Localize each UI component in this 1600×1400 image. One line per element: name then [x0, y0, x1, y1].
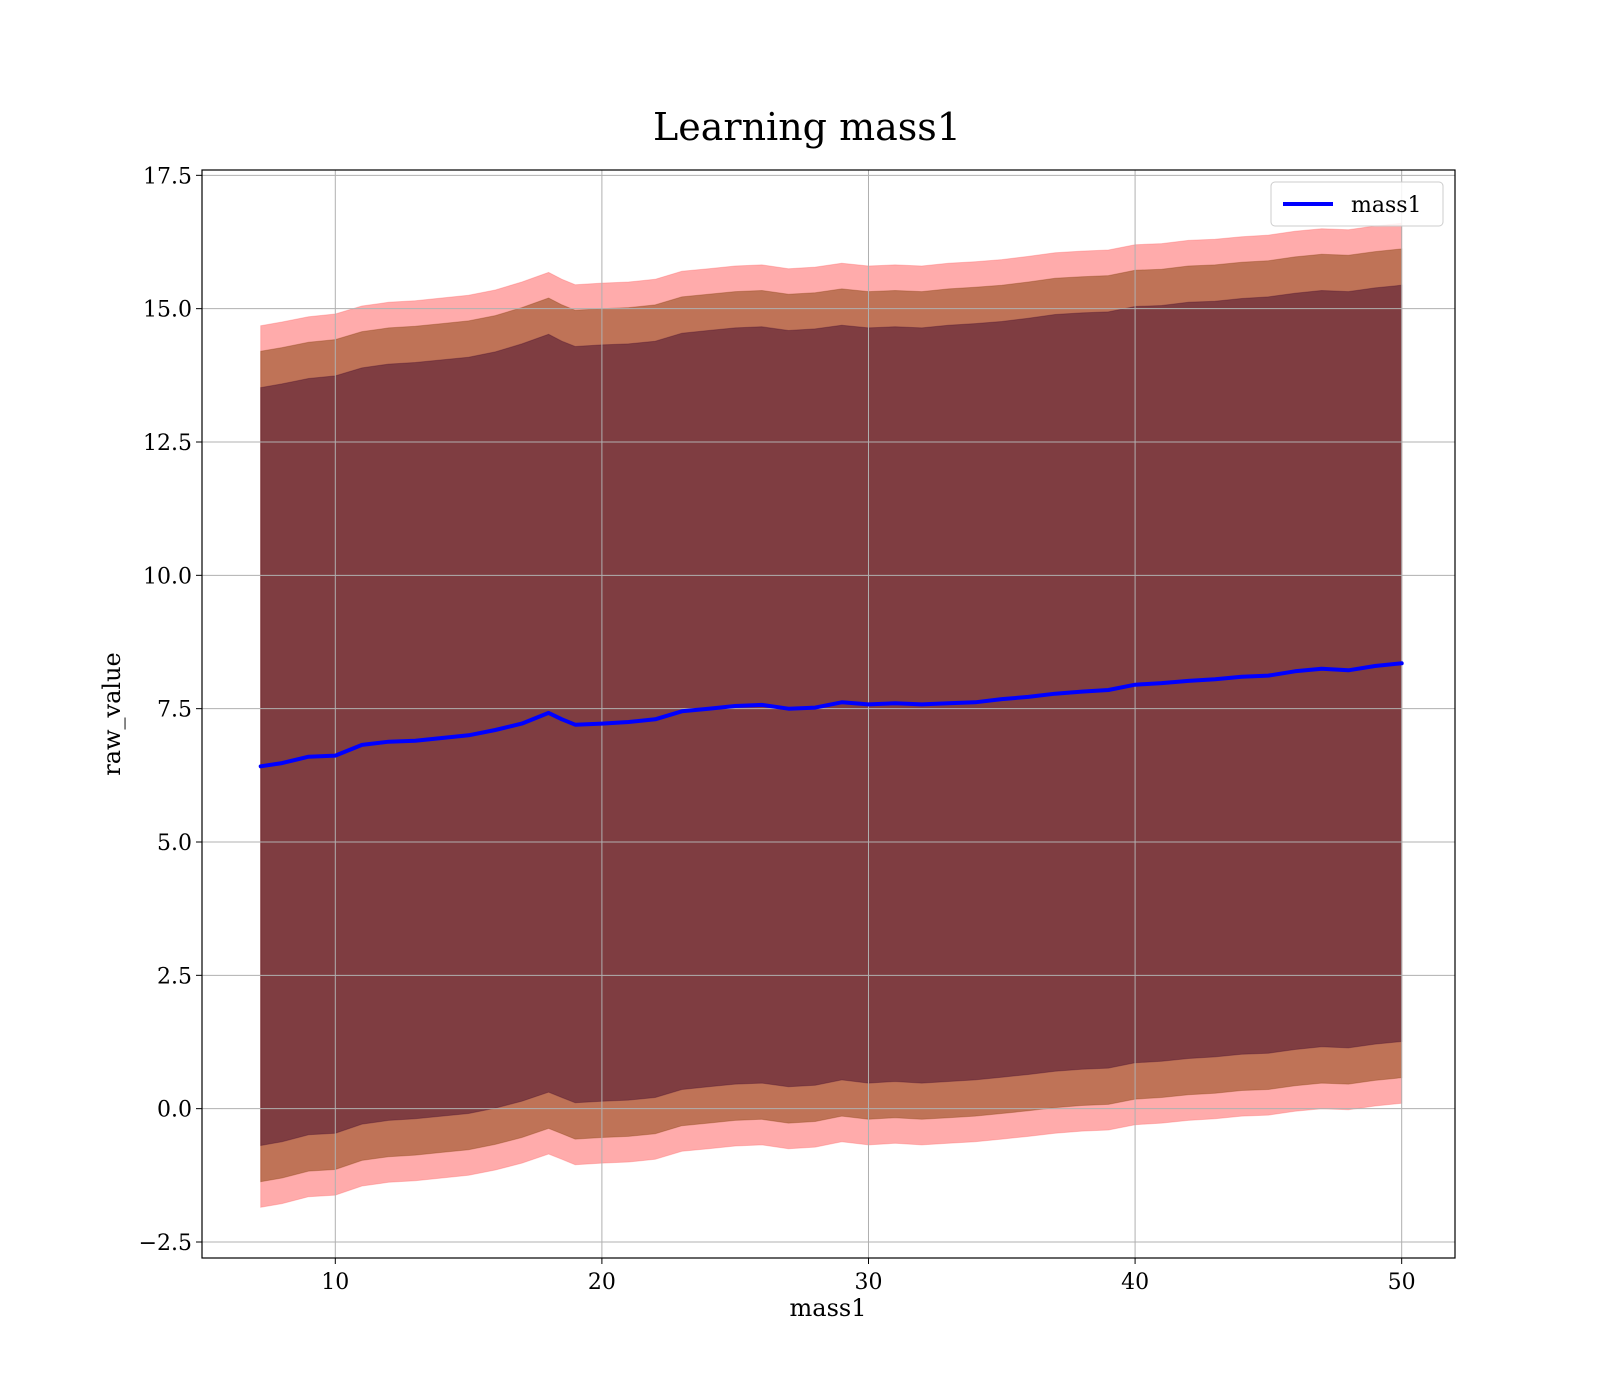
- y-tick-label: −2.5: [139, 1231, 192, 1256]
- y-tick-label: 0.0: [157, 1098, 192, 1123]
- legend-label-mass1: mass1: [1351, 193, 1422, 218]
- series-line-mass1: [258, 661, 1404, 769]
- x-tick-label: 40: [1121, 1270, 1149, 1295]
- legend: mass1: [1270, 181, 1444, 227]
- y-tick-label: 10.0: [143, 564, 192, 589]
- series-layer: [258, 661, 1404, 769]
- x-axis-label: mass1: [790, 1294, 867, 1322]
- y-axis-label: raw_value: [98, 652, 126, 776]
- x-tick-label: 30: [854, 1270, 882, 1295]
- y-tick-label: 2.5: [157, 964, 192, 989]
- plot-frame: [201, 169, 1456, 1259]
- y-tick-label: 12.5: [143, 431, 192, 456]
- x-tick-label: 20: [588, 1270, 616, 1295]
- y-tick-label: 17.5: [143, 164, 192, 189]
- legend-box: [1270, 181, 1444, 227]
- y-axis-ticks: −2.5 0.0 2.5 5.0 7.5 10.0 12.5 15.0 17.5: [139, 164, 202, 1256]
- x-tick-label: 10: [321, 1270, 349, 1295]
- chart-title: Learning mass1: [653, 105, 961, 149]
- band-inner: [260, 284, 1403, 1147]
- y-tick-label: 15.0: [143, 298, 192, 323]
- grid: [202, 170, 1455, 1258]
- x-tick-label: 50: [1388, 1270, 1416, 1295]
- y-tick-label: 7.5: [157, 698, 192, 723]
- x-axis-ticks: 10 20 30 40 50: [321, 1258, 1416, 1295]
- confidence-bands: [260, 222, 1403, 1208]
- y-tick-label: 5.0: [157, 831, 192, 856]
